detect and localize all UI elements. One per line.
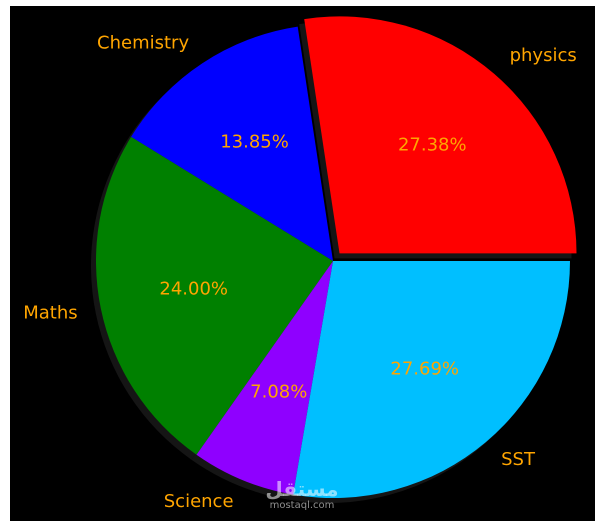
pie-category-label-physics: physics	[510, 45, 577, 66]
pie-category-label-science: Science	[164, 491, 234, 512]
pie-slice-layer	[95, 16, 577, 498]
pie-percent-label-physics: 27.38%	[398, 135, 467, 156]
pie-category-label-sst: SST	[501, 449, 536, 470]
pie-percent-label-maths: 24.00%	[159, 279, 228, 300]
pie-slice-sst	[293, 261, 570, 498]
watermark: مستقل mostaql.com	[262, 478, 342, 518]
pie-percent-label-chemistry: 13.85%	[220, 131, 289, 152]
watermark-arabic: مستقل	[265, 477, 339, 501]
pie-slice-chemistry	[131, 26, 333, 261]
pie-slice-physics	[304, 16, 577, 254]
pie-percent-label-science: 7.08%	[250, 381, 307, 402]
watermark-text: mostaql.com	[269, 500, 335, 511]
pie-category-label-maths: Maths	[23, 303, 77, 324]
pie-category-label-chemistry: Chemistry	[97, 33, 189, 54]
pie-label-layer: 27.38% physics 13.85% Chemistry 24.00% Maths 7…	[23, 33, 576, 512]
pie-percent-label-sst: 27.69%	[390, 359, 459, 380]
pie-slice-science	[196, 261, 333, 495]
pie-slice-maths	[95, 136, 333, 455]
